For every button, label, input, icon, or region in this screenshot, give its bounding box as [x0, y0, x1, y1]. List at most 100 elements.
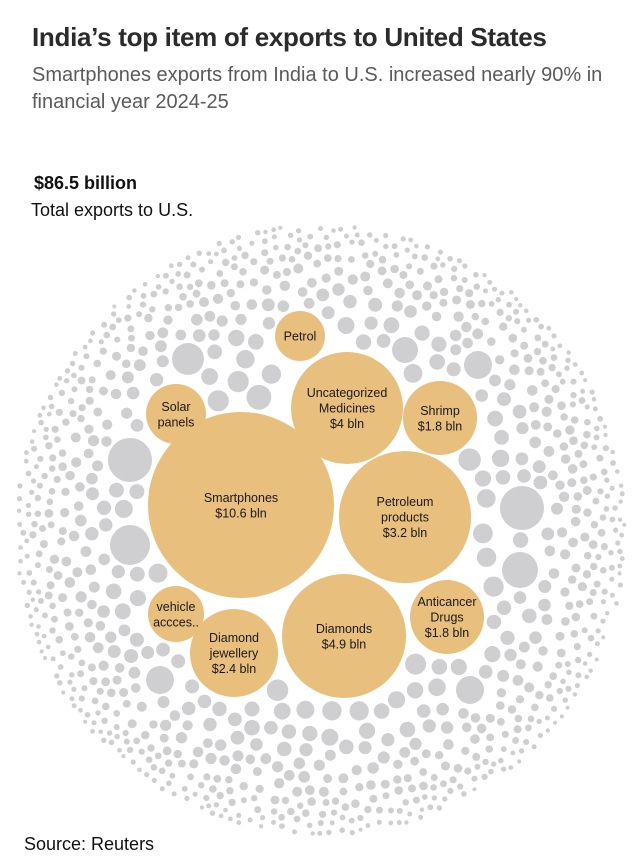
- other-export-bubble: [495, 470, 511, 485]
- bubble-label-diamond-jewellery: jewellery: [209, 647, 259, 661]
- other-export-bubble: [45, 644, 51, 650]
- bubble-diamond-jewellery: [190, 609, 278, 697]
- other-export-bubble: [533, 475, 548, 490]
- other-export-bubble: [491, 449, 510, 467]
- other-export-bubble: [474, 470, 492, 487]
- other-export-bubble: [583, 551, 592, 560]
- bubble-diamonds: [282, 574, 406, 698]
- other-export-bubble: [95, 710, 101, 716]
- other-export-bubble: [605, 611, 610, 616]
- other-export-bubble: [504, 648, 517, 662]
- other-export-bubble: [47, 521, 55, 529]
- other-export-bubble: [472, 752, 481, 761]
- other-export-bubble: [115, 317, 122, 323]
- other-export-bubble: [539, 357, 547, 365]
- other-export-bubble: [518, 748, 525, 754]
- other-export-bubble: [568, 575, 577, 584]
- other-export-bubble: [203, 794, 210, 802]
- other-export-bubble: [339, 787, 348, 796]
- other-export-bubble: [123, 738, 130, 745]
- other-export-bubble: [322, 701, 342, 721]
- other-export-bubble: [72, 567, 83, 578]
- other-export-bubble: [105, 370, 116, 381]
- other-export-bubble: [601, 635, 606, 640]
- other-export-bubble: [349, 830, 355, 836]
- other-export-bubble: [587, 634, 595, 642]
- other-export-bubble: [487, 279, 493, 285]
- other-export-bubble: [95, 621, 106, 631]
- other-export-bubble: [434, 275, 443, 284]
- other-export-bubble: [160, 719, 172, 731]
- other-export-bubble: [429, 291, 438, 300]
- other-export-bubble: [590, 521, 599, 529]
- other-export-bubble: [230, 300, 241, 311]
- other-export-bubble: [37, 598, 44, 604]
- other-export-bubble: [260, 265, 270, 275]
- other-export-bubble: [155, 284, 162, 290]
- other-export-bubble: [108, 739, 115, 746]
- other-export-bubble: [33, 464, 39, 470]
- other-export-bubble: [364, 316, 378, 330]
- other-export-bubble: [578, 397, 586, 404]
- other-export-bubble: [424, 244, 431, 250]
- other-export-bubble: [617, 582, 623, 588]
- other-export-bubble: [279, 823, 285, 829]
- other-export-bubble: [582, 661, 588, 666]
- other-export-bubble: [82, 344, 88, 350]
- other-export-bubble: [34, 562, 41, 569]
- other-export-bubble: [292, 786, 303, 797]
- other-export-bubble: [406, 263, 413, 270]
- other-export-bubble: [545, 728, 550, 733]
- other-export-bubble: [144, 313, 153, 323]
- other-export-bubble: [226, 288, 235, 298]
- other-export-bubble: [181, 701, 196, 716]
- other-export-bubble: [339, 739, 354, 755]
- other-export-bubble: [118, 624, 131, 637]
- other-export-bubble: [381, 733, 395, 747]
- bubble-label-vehicle-accces: vehicle: [157, 600, 196, 614]
- other-export-bubble: [514, 714, 523, 723]
- other-export-bubble: [422, 301, 432, 311]
- other-export-bubble: [168, 263, 174, 269]
- other-export-bubble: [313, 259, 322, 268]
- other-export-bubble: [17, 571, 22, 576]
- other-export-bubble: [270, 795, 280, 805]
- other-export-bubble: [36, 639, 42, 645]
- other-export-bubble: [159, 733, 169, 743]
- other-export-bubble: [431, 336, 447, 352]
- other-export-bubble: [560, 454, 571, 464]
- other-export-bubble: [44, 509, 54, 518]
- other-export-bubble: [462, 263, 468, 269]
- other-export-bubble: [154, 752, 162, 760]
- other-export-bubble: [62, 418, 70, 426]
- other-export-bubble: [99, 518, 113, 532]
- other-export-bubble: [548, 470, 558, 481]
- other-export-bubble: [329, 820, 335, 826]
- other-export-bubble: [497, 717, 505, 726]
- other-export-bubble: [182, 720, 193, 731]
- other-export-bubble: [476, 723, 487, 734]
- other-export-bubble: [129, 632, 144, 647]
- other-export-bubble: [127, 325, 135, 333]
- other-export-bubble: [297, 287, 308, 297]
- other-export-bubble: [406, 682, 424, 699]
- other-export-bubble: [513, 725, 522, 734]
- other-export-bubble: [584, 404, 590, 410]
- other-export-bubble: [558, 491, 570, 502]
- other-export-bubble: [597, 488, 604, 495]
- other-export-bubble: [185, 679, 200, 694]
- other-export-bubble: [431, 795, 438, 801]
- other-export-bubble: [18, 558, 23, 564]
- other-export-bubble: [58, 527, 67, 535]
- other-export-bubble: [372, 250, 379, 257]
- other-export-bubble: [450, 344, 462, 356]
- other-export-bubble: [75, 591, 87, 603]
- other-export-bubble: [78, 695, 85, 702]
- other-export-bubble: [197, 694, 212, 709]
- other-export-bubble: [20, 529, 27, 536]
- other-export-bubble: [307, 277, 317, 288]
- other-export-bubble: [565, 705, 570, 710]
- other-export-bubble: [541, 614, 553, 625]
- other-export-bubble: [571, 563, 581, 573]
- other-export-bubble: [538, 646, 548, 656]
